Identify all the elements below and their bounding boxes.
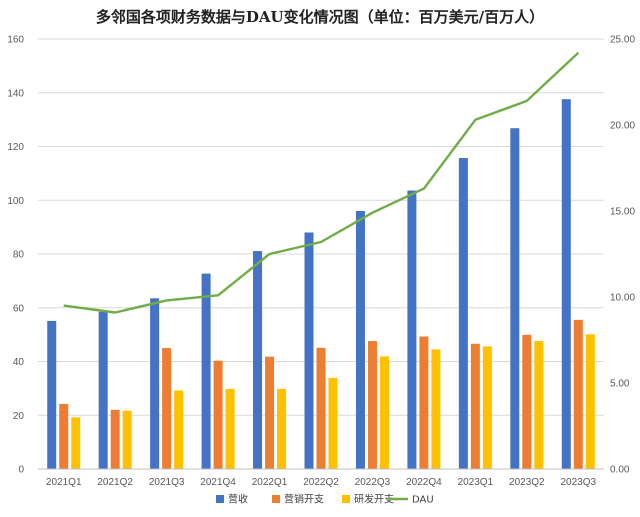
- legend-swatch-营收: [216, 495, 224, 503]
- bar-营销开支-2021Q3: [162, 348, 172, 469]
- legend: 营收 营销开支 研发开支 DAU: [216, 493, 434, 506]
- bar-研发开支-2023Q2: [534, 341, 544, 469]
- y-right-tick-label: 0.00: [610, 465, 630, 476]
- bar-营收-2023Q3: [561, 99, 571, 469]
- bar-研发开支-2021Q3: [174, 390, 184, 469]
- line-series-group: [63, 51, 580, 314]
- y-left-tick-label: 60: [13, 303, 25, 314]
- x-tick-label: 2022Q3: [355, 477, 391, 488]
- bar-营收-2021Q4: [201, 273, 211, 469]
- x-tick-label: 2022Q2: [303, 477, 339, 488]
- y-left-tick-label: 160: [7, 35, 24, 46]
- bar-营销开支-2023Q3: [573, 319, 583, 469]
- bar-营销开支-2023Q1: [470, 343, 480, 469]
- y-right-tick-label: 15.00: [610, 207, 635, 218]
- y-right-tick-label: 10.00: [610, 293, 635, 304]
- x-tick-label: 2021Q2: [97, 477, 133, 488]
- legend-label-营收: 营收: [228, 493, 248, 506]
- legend-swatch-研发开支: [342, 495, 350, 503]
- y-left-tick-label: 140: [7, 88, 24, 99]
- legend-label-研发开支: 研发开支: [354, 493, 394, 506]
- bar-营收-2022Q2: [304, 232, 314, 469]
- bar-营收-2022Q4: [407, 190, 417, 469]
- y-left-tick-label: 0: [18, 465, 24, 476]
- x-tick-label: 2022Q4: [406, 477, 442, 488]
- axes-group: 0 20 40 60 80 100 120 140 160 0.00 5.00 10.00 15.00 2…: [7, 35, 635, 489]
- y-left-tick-label: 120: [7, 142, 24, 153]
- bar-研发开支-2023Q3: [585, 334, 595, 469]
- bar-营销开支-2021Q1: [59, 403, 69, 469]
- legend-swatch-营销开支: [272, 495, 280, 503]
- x-tick-label: 2023Q3: [560, 477, 596, 488]
- bar-营收-2023Q1: [458, 158, 468, 469]
- bar-研发开支-2023Q1: [482, 346, 492, 469]
- bar-营收-2021Q2: [98, 311, 108, 469]
- y-left-tick-label: 20: [13, 411, 25, 422]
- bar-营销开支-2022Q4: [419, 336, 429, 469]
- bar-研发开支-2022Q4: [431, 349, 441, 469]
- bar-营收-2021Q1: [47, 320, 57, 469]
- y-right-tick-label: 20.00: [610, 121, 635, 132]
- bar-研发开支-2021Q4: [225, 388, 235, 469]
- bar-营销开支-2023Q2: [522, 334, 532, 469]
- bar-营销开支-2022Q3: [367, 341, 377, 469]
- bar-研发开支-2022Q1: [277, 388, 287, 469]
- x-tick-label: 2021Q4: [200, 477, 236, 488]
- chart-title: 多邻国各项财务数据与DAU变化情况图（单位：百万美元/百万人）: [96, 8, 544, 26]
- bar-营收-2021Q3: [150, 298, 160, 469]
- x-tick-label: 2023Q1: [458, 477, 494, 488]
- y-left-tick-label: 80: [13, 250, 25, 261]
- x-tick-label: 2023Q2: [509, 477, 545, 488]
- bar-研发开支-2022Q2: [328, 377, 338, 469]
- bar-营收-2023Q2: [510, 128, 520, 469]
- y-left-tick-label: 40: [13, 357, 25, 368]
- bar-营销开支-2022Q1: [265, 356, 275, 469]
- x-tick-label: 2021Q3: [149, 477, 185, 488]
- x-tick-label: 2021Q1: [46, 477, 82, 488]
- x-tick-label: 2022Q1: [252, 477, 288, 488]
- y-left-tick-label: 100: [7, 196, 24, 207]
- bar-研发开支-2021Q2: [122, 410, 132, 469]
- y-right-tick-label: 25.00: [610, 35, 635, 46]
- bar-营销开支-2021Q4: [213, 360, 223, 469]
- bar-研发开支-2022Q3: [379, 356, 389, 469]
- bar-营收-2022Q3: [355, 211, 365, 469]
- bar-营销开支-2021Q2: [110, 409, 120, 469]
- bar-研发开支-2021Q1: [71, 417, 81, 469]
- y-right-tick-label: 5.00: [610, 379, 630, 390]
- bar-series-group: [47, 99, 595, 469]
- legend-label-营销开支: 营销开支: [284, 493, 324, 506]
- bar-营收-2022Q1: [253, 251, 263, 469]
- legend-label-DAU: DAU: [412, 495, 434, 506]
- bar-营销开支-2022Q2: [316, 347, 326, 469]
- line-DAU: [63, 51, 580, 314]
